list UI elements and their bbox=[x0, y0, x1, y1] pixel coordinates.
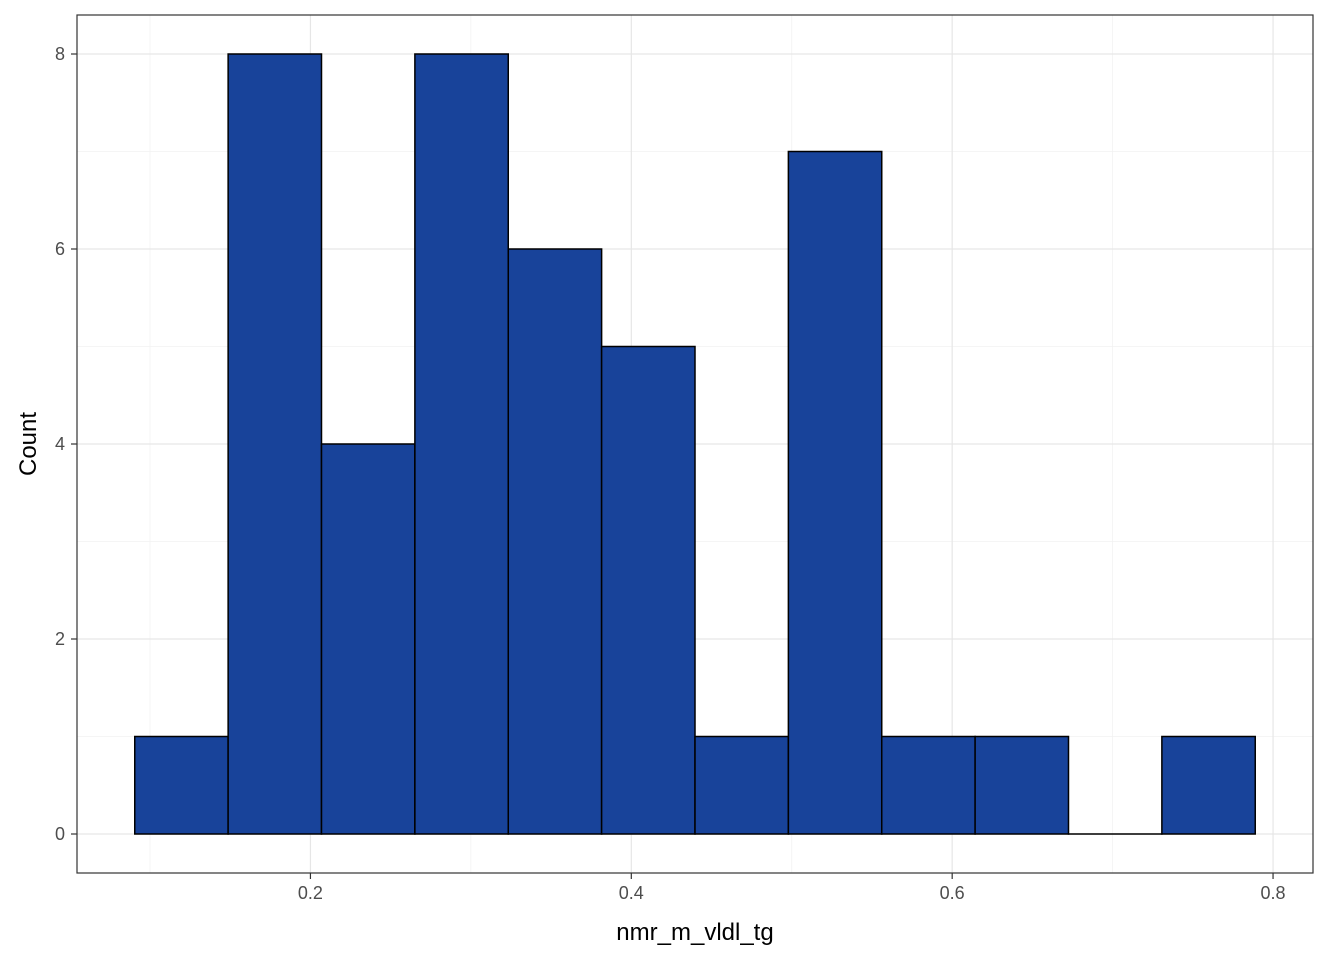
histogram-bar bbox=[880, 735, 976, 835]
histogram-bar bbox=[694, 735, 790, 835]
x-tick-label: 0.6 bbox=[940, 883, 965, 903]
histogram-bar bbox=[1161, 735, 1256, 835]
axis-ticks: 0.2 0.4 0.6 0.8 0 2 4 6 8 bbox=[55, 44, 1286, 903]
x-tick-label: 0.8 bbox=[1261, 883, 1286, 903]
histogram-bar bbox=[320, 443, 416, 835]
y-tick-label: 0 bbox=[55, 824, 65, 844]
x-axis-title: nmr_m_vldl_tg bbox=[616, 919, 773, 946]
histogram-bar bbox=[600, 345, 696, 835]
y-axis-title: Count bbox=[15, 412, 42, 476]
histogram-bar bbox=[787, 150, 883, 835]
histogram-bar bbox=[507, 248, 603, 835]
x-tick-label: 0.2 bbox=[298, 883, 323, 903]
y-tick-label: 2 bbox=[55, 629, 65, 649]
histogram-bar bbox=[974, 735, 1070, 835]
histogram-bar bbox=[227, 53, 323, 835]
y-tick-label: 8 bbox=[55, 44, 65, 64]
y-tick-label: 6 bbox=[55, 239, 65, 259]
histogram-bar bbox=[134, 735, 229, 835]
histogram-bars bbox=[134, 53, 1256, 835]
y-tick-label: 4 bbox=[55, 434, 65, 454]
x-tick-label: 0.4 bbox=[619, 883, 644, 903]
histogram-bar bbox=[414, 53, 510, 835]
